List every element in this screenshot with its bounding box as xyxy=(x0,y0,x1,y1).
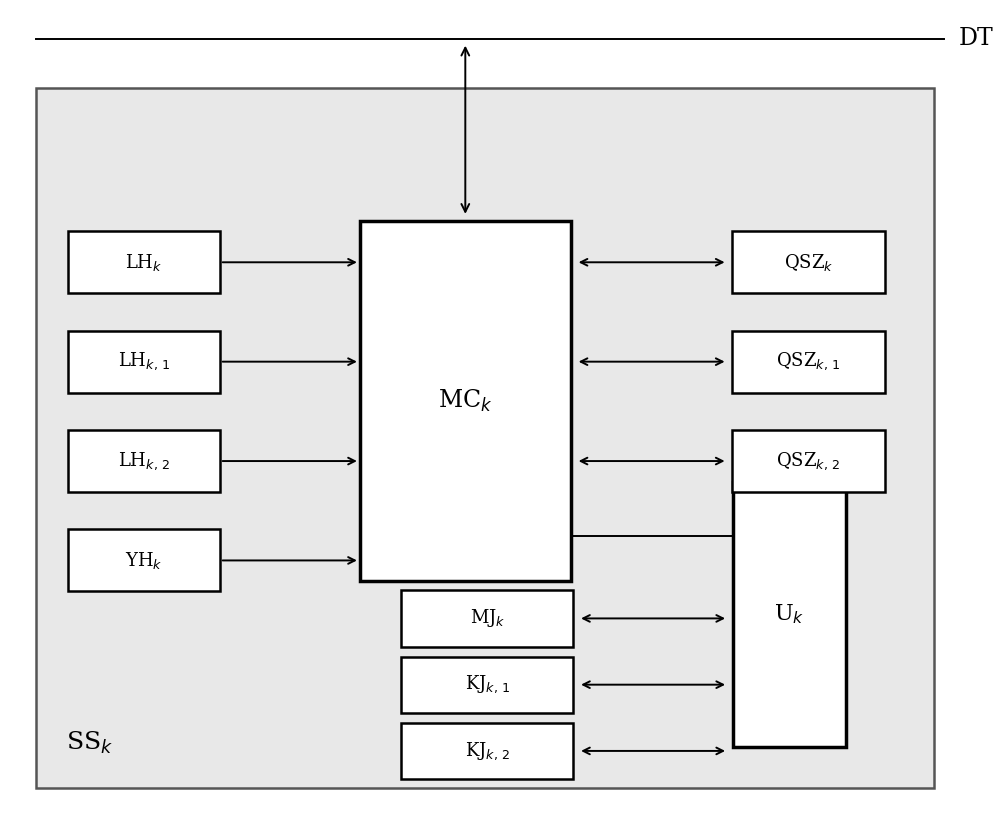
Bar xyxy=(732,231,885,293)
Bar xyxy=(36,88,934,788)
Bar xyxy=(401,723,573,779)
Bar xyxy=(68,430,220,492)
Text: U$_k$: U$_k$ xyxy=(774,602,805,626)
Text: QSZ$_{k,\,1}$: QSZ$_{k,\,1}$ xyxy=(776,351,841,372)
Bar xyxy=(401,590,573,647)
Bar xyxy=(732,430,885,492)
Bar xyxy=(68,331,220,393)
Bar xyxy=(68,231,220,293)
Text: YH$_k$: YH$_k$ xyxy=(125,550,163,571)
Text: QSZ$_k$: QSZ$_k$ xyxy=(784,252,833,273)
Text: QSZ$_{k,\,2}$: QSZ$_{k,\,2}$ xyxy=(776,450,841,472)
Bar xyxy=(68,529,220,592)
Bar xyxy=(733,482,846,747)
Text: MC$_k$: MC$_k$ xyxy=(438,388,493,414)
Bar xyxy=(360,221,571,581)
Text: LH$_{k,\,2}$: LH$_{k,\,2}$ xyxy=(118,450,170,472)
Text: MJ$_k$: MJ$_k$ xyxy=(470,607,505,629)
Text: KJ$_{k,\,1}$: KJ$_{k,\,1}$ xyxy=(465,674,510,696)
Text: SS$_k$: SS$_k$ xyxy=(66,730,113,755)
Bar xyxy=(401,656,573,713)
Text: KJ$_{k,\,2}$: KJ$_{k,\,2}$ xyxy=(465,740,510,762)
Text: DT: DT xyxy=(959,27,993,50)
Bar xyxy=(732,331,885,393)
Text: LH$_{k,\,1}$: LH$_{k,\,1}$ xyxy=(118,351,170,372)
Text: LH$_k$: LH$_k$ xyxy=(125,252,163,273)
